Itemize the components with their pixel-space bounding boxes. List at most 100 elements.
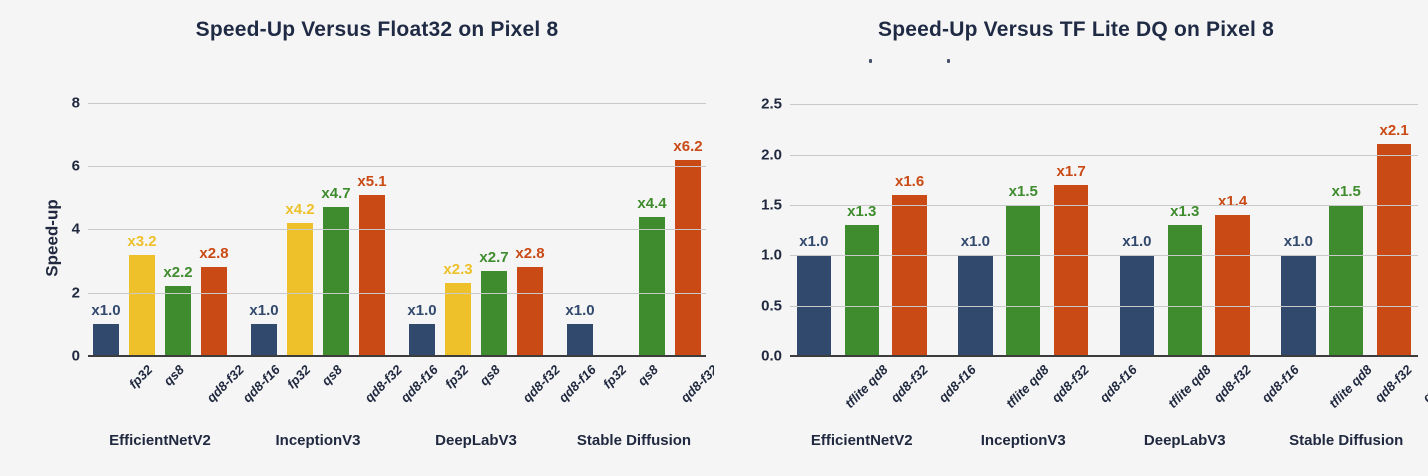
- bar-value-label: x3.2: [127, 232, 157, 250]
- bar-value-label: x1.0: [249, 302, 279, 320]
- x-tick-label: qd8-f16: [1258, 362, 1302, 406]
- group-label: Stable Diffusion: [576, 432, 692, 449]
- bar: x2.1: [1376, 122, 1412, 356]
- bar-value-label: x1.4: [1217, 192, 1248, 210]
- gridline: [88, 102, 706, 104]
- bar: x1.6: [892, 173, 927, 356]
- bar-value-label: x4.4: [637, 194, 667, 212]
- bar-value-label: x4.2: [285, 201, 315, 219]
- y-tick-label: 8: [71, 94, 80, 112]
- chart-title-right: Speed-Up Versus TF Lite DQ on Pixel 8: [878, 18, 1274, 41]
- bar-value-label: x2.8: [199, 245, 229, 263]
- x-tick-label: tflite qd8: [1003, 362, 1053, 411]
- y-tick-label: 6: [71, 157, 80, 175]
- x-tick-label: qd8-f16: [935, 362, 979, 406]
- bar-value-label: x1.0: [799, 233, 829, 251]
- artifact-dot-1: [869, 59, 872, 63]
- bar-value-label: x2.2: [163, 264, 193, 282]
- gridline: [88, 166, 706, 168]
- bar: x1.0: [565, 302, 595, 356]
- bar: x1.3: [1167, 203, 1202, 356]
- bar: x2.2: [163, 264, 193, 356]
- x-tick-label: qs8: [318, 362, 346, 389]
- bar-value-label: x1.0: [407, 302, 437, 320]
- bar-value-label: x2.7: [479, 248, 509, 266]
- group-label: EfficientNetV2: [810, 432, 913, 449]
- bar: x1.0: [91, 302, 121, 356]
- x-tick-label: fp32: [125, 362, 156, 392]
- bar-value-label: x1.0: [91, 302, 121, 320]
- x-tick-label: tflite qd8: [1164, 362, 1214, 411]
- bars-container-right: x1.0 x1.3 x1.6 x1.0 x1.5 x1.7 x1.0 x1.3 x1.4 x1.0…: [790, 84, 1418, 356]
- x-tick-label: qd8-f32: [1371, 362, 1416, 406]
- bar-value-label: x6.2: [673, 137, 703, 155]
- group-label: InceptionV3: [275, 432, 361, 449]
- bar: x3.2: [127, 233, 157, 356]
- x-tick-label: qd8-f32: [1048, 362, 1093, 406]
- y-tick-label: 1.5: [761, 196, 782, 214]
- x-tick-label: qs8: [476, 362, 504, 389]
- group-label: DeepLabV3: [435, 432, 517, 449]
- gridline: [790, 204, 1418, 206]
- bar: x2.3: [443, 261, 473, 356]
- x-tick-label: qd8-f32: [887, 362, 931, 406]
- bar-value-label: x4.7: [321, 185, 351, 203]
- bar-value-label: x2.3: [443, 261, 473, 279]
- x-tick-label: tflite qd8: [841, 362, 891, 411]
- artifact-dot-2: [947, 59, 950, 63]
- bar: x2.7: [479, 249, 509, 356]
- y-tick-label: 0: [71, 347, 80, 365]
- bars-container-left: x1.0 x3.2 x2.2 x2.8 x1.0 x4.2 x4.7 x5.1 x1.0 x2.3…: [88, 84, 706, 356]
- bar: x1.0: [407, 302, 437, 356]
- x-tick-label: qd8-f32: [1210, 362, 1254, 406]
- x-tick-label: fp32: [599, 362, 630, 392]
- gridline: [790, 255, 1418, 257]
- y-tick-label: 1.0: [761, 246, 782, 264]
- bar-value-label: x2.1: [1379, 122, 1409, 140]
- bar: x4.4: [637, 195, 667, 356]
- bar: x1.5: [1006, 183, 1041, 356]
- bar-value-label: x1.5: [1331, 182, 1361, 200]
- plot-area-left: x1.0 x3.2 x2.2 x2.8 x1.0 x4.2 x4.7 x5.1 x1.0 x2.3…: [72, 84, 706, 365]
- x-tick-label: qd8-f32: [519, 362, 563, 406]
- gridline: [790, 305, 1418, 307]
- x-tick-label: fp32: [283, 362, 314, 392]
- bar: x5.1: [357, 173, 387, 356]
- bar: x1.3: [844, 203, 879, 356]
- bar-value-label: x2.8: [515, 245, 545, 263]
- y-tick-label: 2.0: [761, 146, 782, 164]
- gridline: [88, 292, 706, 294]
- chart-panel-float32: Speed-Up Versus Float32 on Pixel 8 Speed…: [0, 18, 757, 456]
- bar: x4.2: [285, 201, 315, 356]
- group-label: Stable Diffusion: [1289, 432, 1404, 449]
- bar-value-label: x1.0: [1283, 233, 1314, 251]
- group-label: EfficientNetV2: [109, 432, 211, 449]
- bar: x2.8: [515, 245, 545, 356]
- x-tick-label: fp32: [441, 362, 472, 392]
- group-labels-left: EfficientNetV2 InceptionV3 DeepLabV3 Stable…: [0, 432, 714, 456]
- bar-value-label: x1.0: [565, 302, 595, 320]
- x-tick-label: qd8-f16: [239, 362, 283, 406]
- bar-value-label: x5.1: [357, 172, 387, 190]
- bar: x1.7: [1053, 163, 1089, 356]
- bar: x4.7: [321, 185, 351, 356]
- group-labels-right: EfficientNetV2 InceptionV3 DeepLabV3 Stable…: [714, 432, 1428, 456]
- x-tick-labels-left: fp32 qs8 qd8-f32 qd8-f16 fp32 qs8 qd8-f32 qd8-f…: [0, 360, 757, 426]
- bar-value-label: x1.0: [1122, 233, 1152, 251]
- bar-value-label: x1.3: [1170, 203, 1200, 221]
- y-tick-label: 2.5: [761, 95, 782, 113]
- bar-value-label: x1.3: [847, 203, 877, 221]
- y-axis-label-left: Speed-up: [42, 199, 62, 277]
- plot-area-right: x1.0 x1.3 x1.6 x1.0 x1.5 x1.7 x1.0 x1.3 x1.4 x1.0…: [761, 84, 1418, 365]
- bar: x1.4: [1215, 193, 1250, 356]
- bar-value-label: x1.0: [960, 233, 991, 251]
- chart-panel-tflite-dq: Speed-Up Versus TF Lite DQ on Pixel 8 x1…: [714, 0, 1428, 476]
- group-label: InceptionV3: [980, 432, 1066, 449]
- x-tick-label: qd8-f32: [361, 362, 405, 406]
- y-tick-label: 2: [71, 284, 80, 302]
- y-tick-label: 0.5: [761, 297, 782, 315]
- gridline: [790, 104, 1418, 106]
- x-tick-label: tflite qd8: [1326, 362, 1376, 411]
- bar: x1.0: [249, 302, 279, 356]
